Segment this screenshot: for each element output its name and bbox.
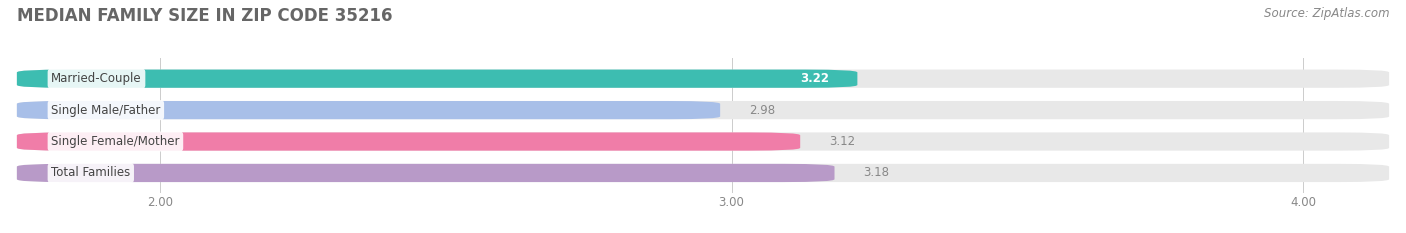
FancyBboxPatch shape — [17, 101, 720, 119]
Text: Source: ZipAtlas.com: Source: ZipAtlas.com — [1264, 7, 1389, 20]
Text: 2.98: 2.98 — [749, 104, 775, 116]
FancyBboxPatch shape — [17, 132, 800, 151]
Text: Total Families: Total Families — [51, 166, 131, 179]
FancyBboxPatch shape — [17, 164, 1389, 182]
Text: 3.18: 3.18 — [863, 166, 889, 179]
Text: Single Male/Father: Single Male/Father — [51, 104, 160, 116]
FancyBboxPatch shape — [17, 164, 835, 182]
Text: 3.22: 3.22 — [800, 72, 828, 85]
Text: Single Female/Mother: Single Female/Mother — [51, 135, 180, 148]
FancyBboxPatch shape — [17, 101, 1389, 119]
Text: MEDIAN FAMILY SIZE IN ZIP CODE 35216: MEDIAN FAMILY SIZE IN ZIP CODE 35216 — [17, 7, 392, 25]
Text: 3.12: 3.12 — [828, 135, 855, 148]
FancyBboxPatch shape — [17, 70, 858, 88]
FancyBboxPatch shape — [17, 132, 1389, 151]
Text: Married-Couple: Married-Couple — [51, 72, 142, 85]
FancyBboxPatch shape — [17, 70, 1389, 88]
